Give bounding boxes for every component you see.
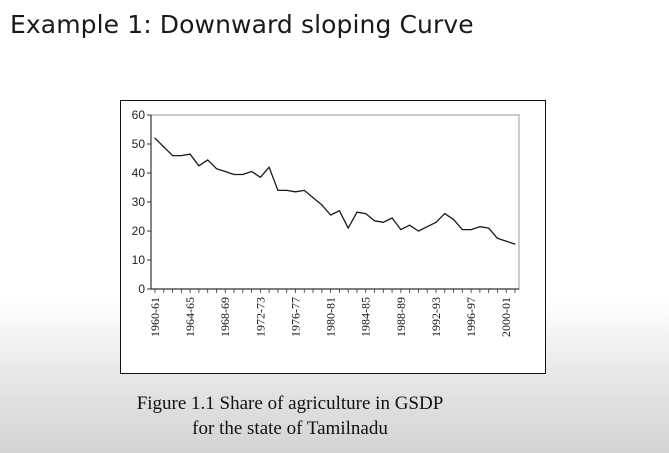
x-tick-label: 1984-85 [359,297,373,337]
data-point [514,243,516,245]
data-point [286,189,288,191]
data-point [303,189,305,191]
data-point [198,165,200,167]
data-point [373,220,376,222]
x-tick-label: 1988-89 [394,297,408,337]
data-point [330,214,332,216]
data-point [347,227,349,229]
data-point [321,204,323,206]
figure-caption-line-1: Figure 1.1 Share of agriculture in GSDP [136,393,444,414]
data-point [312,197,314,199]
figure-caption-line-2: for the state of Tamilnadu [192,418,388,439]
data-point [479,226,481,228]
data-point [277,189,279,191]
data-point [391,217,393,219]
x-tick-label: 1972-73 [253,297,267,337]
plot-area-border [150,114,520,290]
x-tick-label: 2000-01 [499,297,513,337]
y-tick-label: 50 [132,137,146,151]
x-tick-label: 1976-77 [288,297,302,337]
y-tick-label: 30 [132,195,146,209]
data-point [171,155,174,157]
data-point [488,227,490,229]
y-tick-label: 20 [132,224,146,238]
data-point [452,218,455,220]
y-tick-label: 60 [132,108,146,122]
data-point [268,166,270,168]
data-point [426,226,428,228]
slide-title: Example 1: Downward sloping Curve [10,10,474,39]
data-point [356,211,358,213]
data-point [250,170,253,173]
series-line-agriculture-share [154,137,516,245]
line-chart: 0 10 20 30 40 50 60 1960-61 1964-65 1968-69 1972-… [132,108,520,337]
data-point [444,213,446,215]
y-tick-label: 40 [132,166,146,180]
data-point [496,237,499,239]
data-point [470,228,472,231]
data-point [224,170,226,173]
data-point [207,159,209,161]
x-tick-label: 1964-65 [183,297,197,337]
data-point [435,221,437,223]
data-point [400,228,402,231]
data-point [461,228,463,231]
data-point [294,191,297,193]
data-point [365,213,367,215]
data-point [417,230,420,232]
data-point [382,221,384,223]
x-tick-label: 1968-69 [218,297,232,337]
y-tick-label: 10 [132,253,146,267]
data-point [242,173,244,176]
data-point [163,146,165,148]
x-tick-label: 1980-81 [324,297,338,337]
data-point [154,137,156,139]
x-tick-label: 1996-97 [464,297,478,337]
x-tick-label: 1960-61 [148,297,162,337]
data-point [180,155,182,157]
data-point [259,176,261,178]
data-point [215,168,218,170]
data-point [233,173,235,176]
data-point [409,224,411,226]
x-tick-label: 1992-93 [429,297,443,337]
data-point [189,153,191,155]
y-tick-label: 0 [138,282,145,296]
data-point [505,240,507,242]
chart-figure: 0 10 20 30 40 50 60 1960-61 1964-65 1968-69 1972-… [120,100,546,374]
data-point [338,210,340,212]
